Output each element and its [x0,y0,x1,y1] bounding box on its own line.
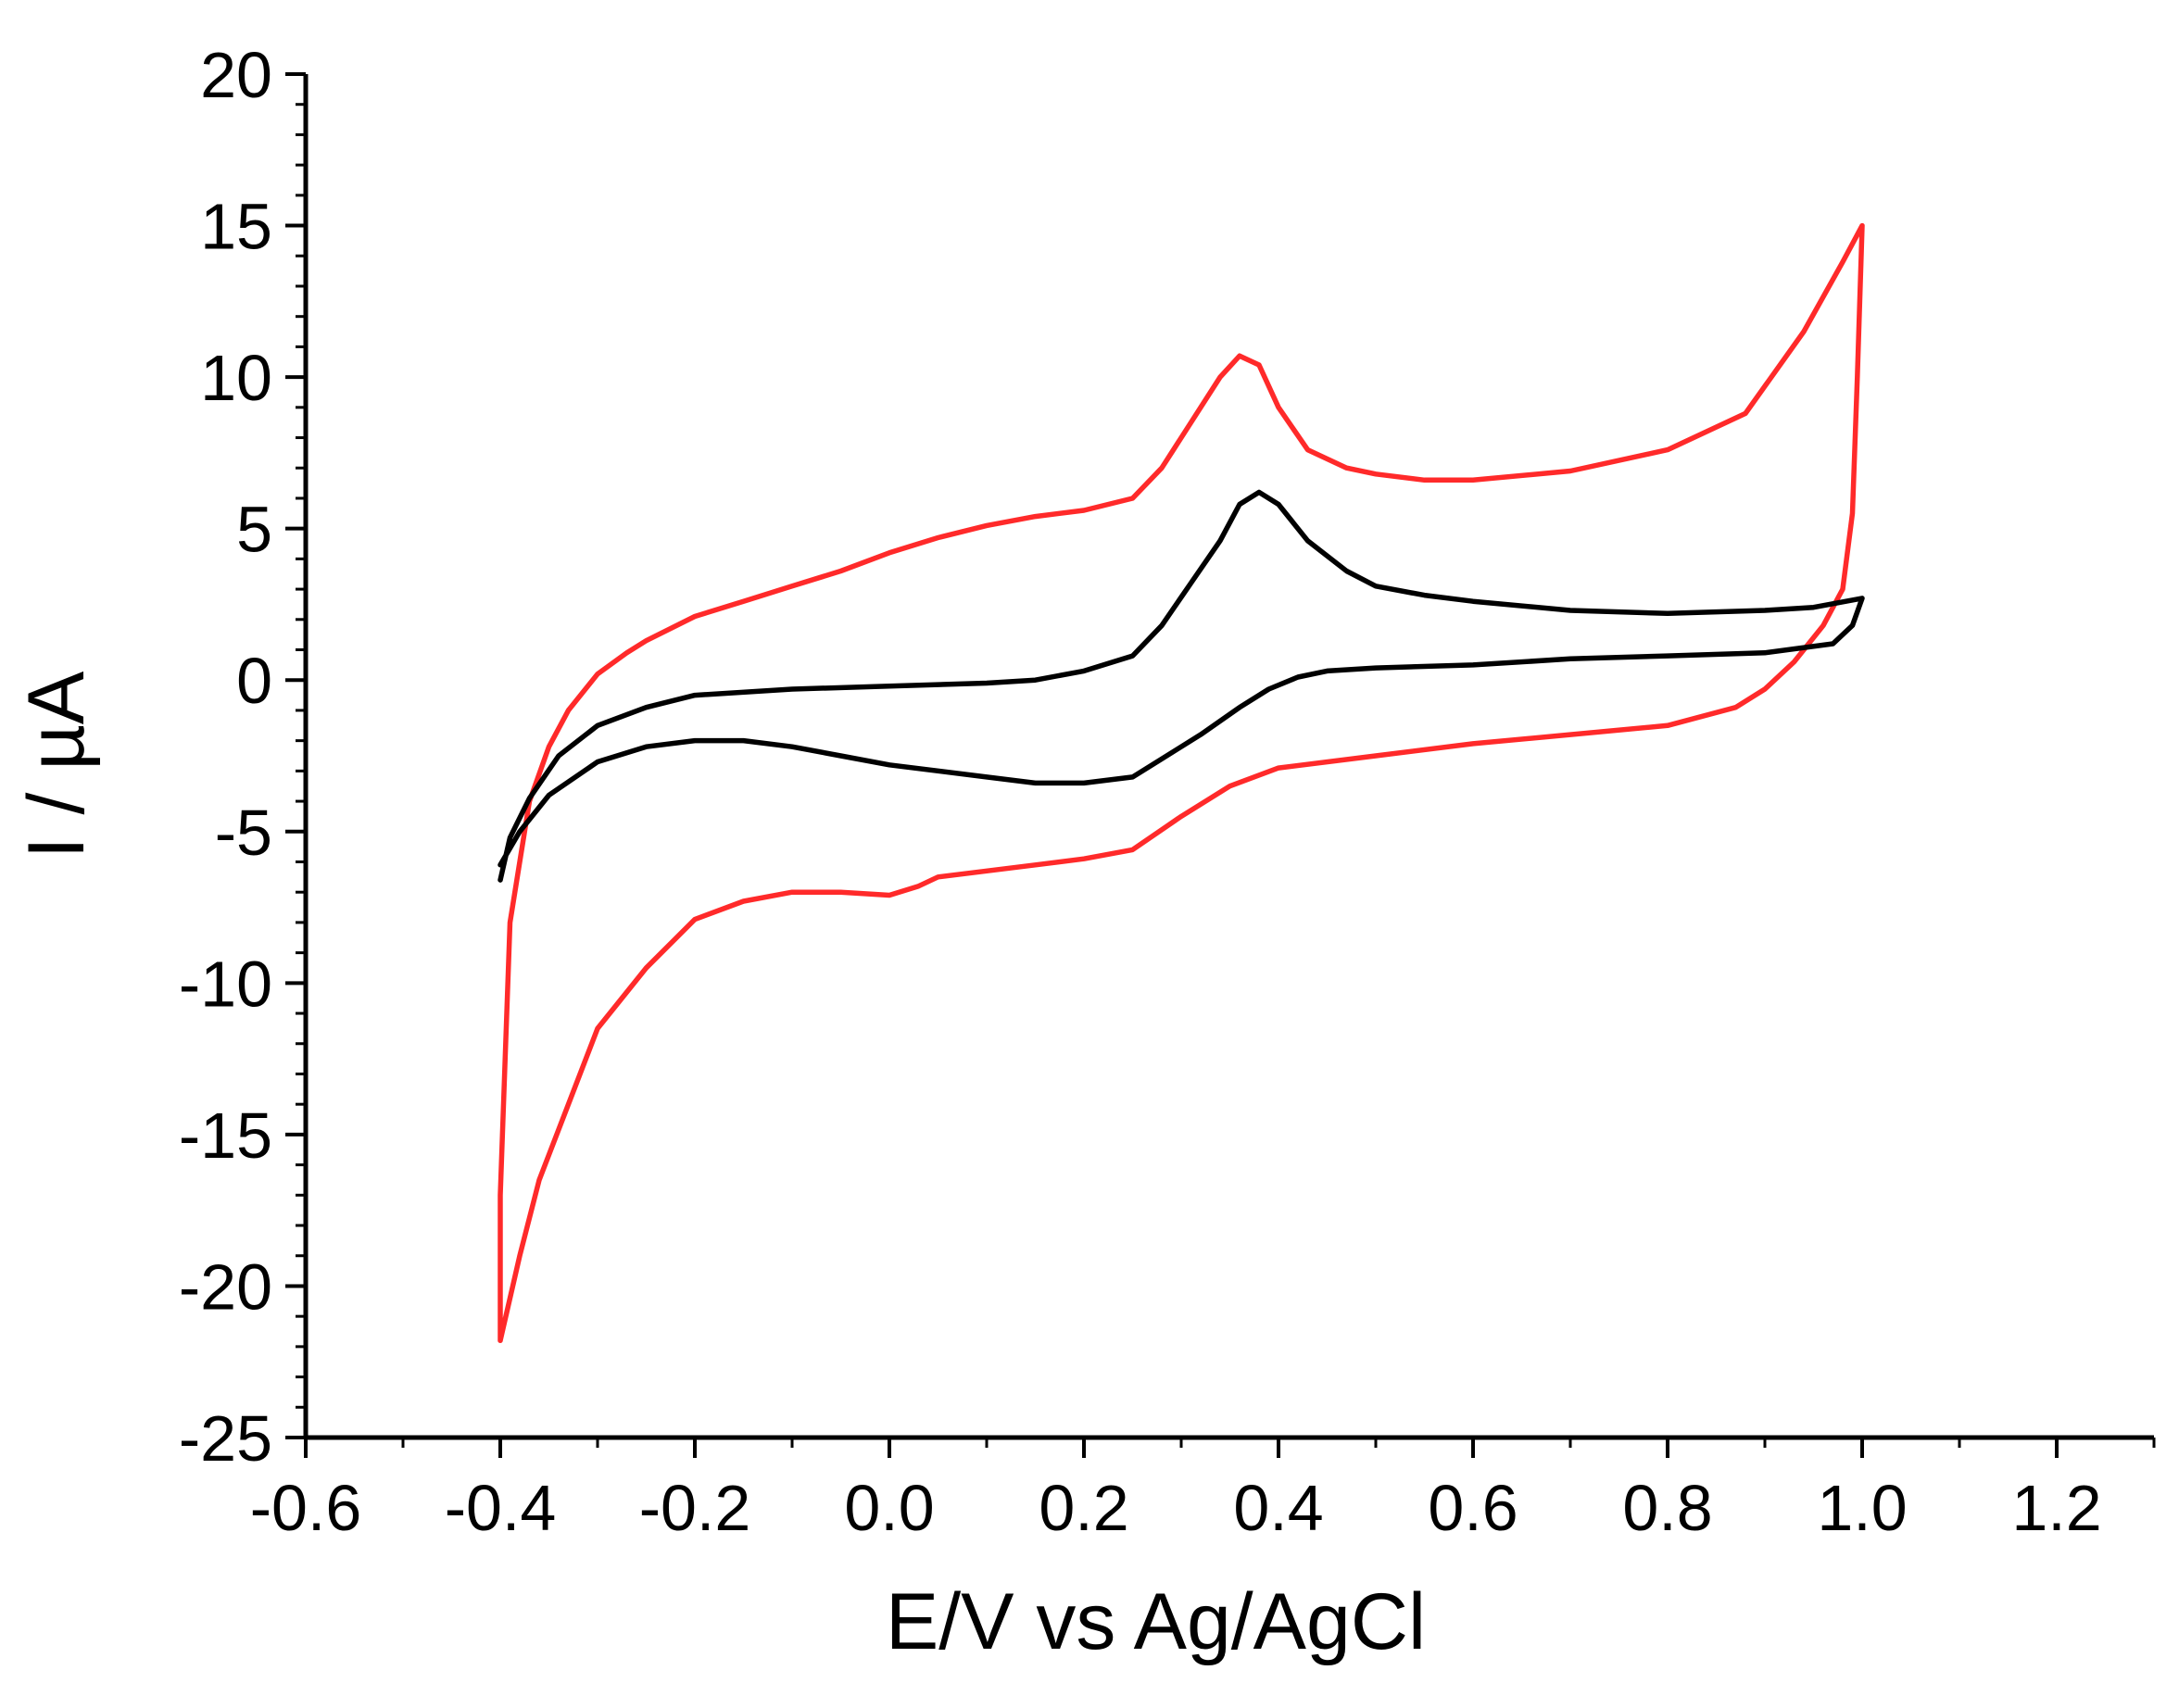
x-tick-label: 0.8 [1622,1472,1712,1544]
x-axis-ticks: -0.6 -0.4 -0.2 0.0 0.2 0.4 0.6 0.8 1.0 1.2 [250,1438,2156,1544]
series-layer [498,222,1865,1344]
axes: -25 -20 -15 -10 -5 0 5 10 15 20 -0.6 -0.4 -0.2 0.0 0.… [179,39,2156,1544]
y-tick-label: 0 [236,645,272,717]
series-line-red [498,222,1865,1344]
x-tick-label: 0.6 [1428,1472,1518,1544]
x-tick-label: -0.2 [639,1472,751,1544]
x-tick-label: -0.6 [250,1472,362,1544]
y-axis-title: I / µA [12,671,101,859]
y-tick-label: 15 [200,191,272,263]
y-tick-label: -10 [179,948,272,1020]
y-tick-label: -25 [179,1402,272,1475]
y-tick-label: 10 [200,342,272,414]
series-line-black [498,489,1865,883]
y-tick-label: 20 [200,39,272,111]
x-tick-label: 0.2 [1039,1472,1128,1544]
x-tick-label: 1.0 [1817,1472,1907,1544]
y-axis-ticks: -25 -20 -15 -10 -5 0 5 10 15 20 [179,39,306,1475]
y-tick-label: 5 [236,494,272,566]
x-axis-title: E/V vs Ag/AgCl [886,1577,1426,1666]
x-tick-label: 0.4 [1233,1472,1323,1544]
x-tick-label: 1.2 [2011,1472,2101,1544]
y-tick-label: -5 [215,797,272,869]
y-tick-label: -15 [179,1099,272,1172]
x-tick-label: 0.0 [844,1472,934,1544]
y-tick-label: -20 [179,1250,272,1323]
x-tick-label: -0.4 [445,1472,557,1544]
